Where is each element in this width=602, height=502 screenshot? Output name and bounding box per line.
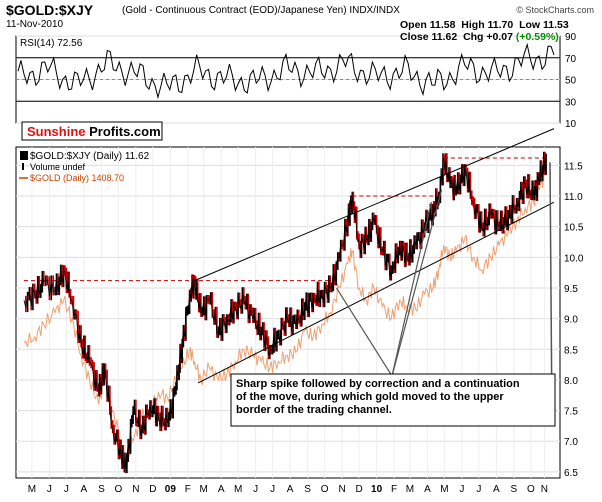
symbol-description: (Gold - Continuous Contract (EOD)/Japane… bbox=[122, 5, 400, 16]
price-tick-label: 9.0 bbox=[564, 315, 578, 326]
legend-ratio: $GOLD:$XJY (Daily) 11.62 bbox=[30, 151, 150, 162]
price-tick-label: 7.5 bbox=[564, 407, 578, 418]
legend-ratio-swatch bbox=[20, 151, 28, 160]
close-value: Close 11.62 bbox=[400, 31, 458, 43]
x-tick-label: N bbox=[338, 484, 345, 495]
price-tick-label: 8.0 bbox=[564, 376, 578, 387]
pointer-line bbox=[335, 287, 393, 377]
x-tick-label: D bbox=[355, 484, 362, 495]
x-tick-label: M bbox=[200, 484, 208, 495]
x-tick-label: M bbox=[406, 484, 414, 495]
price-tick-label: 10.0 bbox=[564, 253, 584, 264]
x-tick-label: S bbox=[98, 484, 105, 495]
legend-volume-swatch bbox=[22, 163, 24, 170]
rsi-tick-label: 30 bbox=[565, 97, 577, 108]
x-tick-label: A bbox=[493, 484, 500, 495]
annotation-overlay: Sunshine Profits.com Sharp spike followed… bbox=[21, 121, 556, 427]
price-tick-label: 11.5 bbox=[564, 161, 583, 172]
x-tick-label: J bbox=[253, 484, 258, 495]
x-tick-label: O bbox=[114, 484, 122, 495]
logo-box bbox=[21, 121, 163, 141]
legend-volume: Volume undef bbox=[30, 162, 86, 172]
price-tick-label: 6.5 bbox=[564, 468, 578, 479]
open-value: Open 11.58 bbox=[400, 19, 456, 31]
legend-gold-usd: $GOLD (Daily) 1408.70 bbox=[30, 173, 124, 183]
x-tick-label: J bbox=[270, 484, 275, 495]
x-tick-label: A bbox=[287, 484, 294, 495]
x-tick-label: J bbox=[64, 484, 69, 495]
x-tick-label: O bbox=[321, 484, 329, 495]
rsi-panel: 10 30 50 70 90 RSI(14) 72.56 bbox=[15, 32, 577, 130]
ratio-line bbox=[23, 155, 547, 469]
x-tick-label: F bbox=[185, 484, 191, 495]
symbol-title: $GOLD:$XJY bbox=[6, 2, 94, 18]
price-tick-label: 9.5 bbox=[564, 284, 578, 295]
rsi-tick-label: 90 bbox=[565, 32, 577, 43]
price-panel: 6.57.07.58.08.59.09.510.010.511.011.5M J J… bbox=[15, 128, 584, 495]
x-tick-label: A bbox=[218, 484, 225, 495]
chart-date: 11-Nov-2010 bbox=[6, 19, 64, 30]
x-tick-label: 09 bbox=[165, 484, 177, 495]
x-tick-label: S bbox=[304, 484, 311, 495]
channel-lower-line bbox=[197, 201, 555, 384]
change-value: Chg +0.07 (+0.59%) bbox=[463, 31, 559, 43]
x-tick-label: M bbox=[28, 484, 36, 495]
ohlc-readout: Open 11.58 High 11.70 Low 11.53 Close 11… bbox=[400, 19, 602, 43]
x-tick-label: S bbox=[511, 484, 518, 495]
high-value: High 11.70 bbox=[461, 19, 514, 31]
rsi-line bbox=[17, 42, 555, 100]
annotation-line2: of the move, during which gold moved to … bbox=[236, 391, 504, 403]
x-tick-label: M bbox=[234, 484, 242, 495]
x-tick-label: J bbox=[47, 484, 52, 495]
pointer-line bbox=[391, 189, 443, 377]
change-amount: Chg +0.07 bbox=[463, 31, 513, 43]
chart-credit: © StockCharts.com bbox=[516, 5, 594, 15]
rsi-title: RSI(14) 72.56 bbox=[20, 38, 83, 49]
x-tick-label: F bbox=[391, 484, 397, 495]
rsi-tick-label: 10 bbox=[565, 119, 577, 130]
pointer-line bbox=[391, 202, 432, 377]
rsi-tick-label: 50 bbox=[565, 76, 577, 87]
price-tick-label: 8.5 bbox=[564, 345, 578, 356]
price-tick-label: 7.0 bbox=[564, 437, 578, 448]
x-tick-label: 10 bbox=[371, 484, 383, 495]
price-tick-label: 10.5 bbox=[564, 223, 584, 234]
x-tick-label: D bbox=[149, 484, 156, 495]
x-tick-label: A bbox=[424, 484, 431, 495]
low-value: Low 11.53 bbox=[519, 19, 569, 31]
x-tick-label: N bbox=[132, 484, 139, 495]
annotation-line1: Sharp spike followed by correction and a… bbox=[236, 378, 520, 390]
logo-text: Sunshine Profits.com bbox=[27, 124, 161, 139]
x-tick-label: N bbox=[541, 484, 548, 495]
change-percent: (+0.59%) bbox=[515, 31, 559, 43]
x-tick-label: J bbox=[459, 484, 464, 495]
x-tick-label: A bbox=[81, 484, 88, 495]
x-tick-label: J bbox=[476, 484, 481, 495]
annotation-box bbox=[230, 373, 556, 427]
x-tick-label: O bbox=[527, 484, 535, 495]
annotation-line3: border of the trading channel. bbox=[236, 404, 392, 416]
x-tick-label: M bbox=[440, 484, 448, 495]
rsi-tick-label: 70 bbox=[565, 54, 577, 65]
channel-upper-line bbox=[194, 128, 555, 282]
price-tick-label: 11.0 bbox=[564, 192, 583, 203]
